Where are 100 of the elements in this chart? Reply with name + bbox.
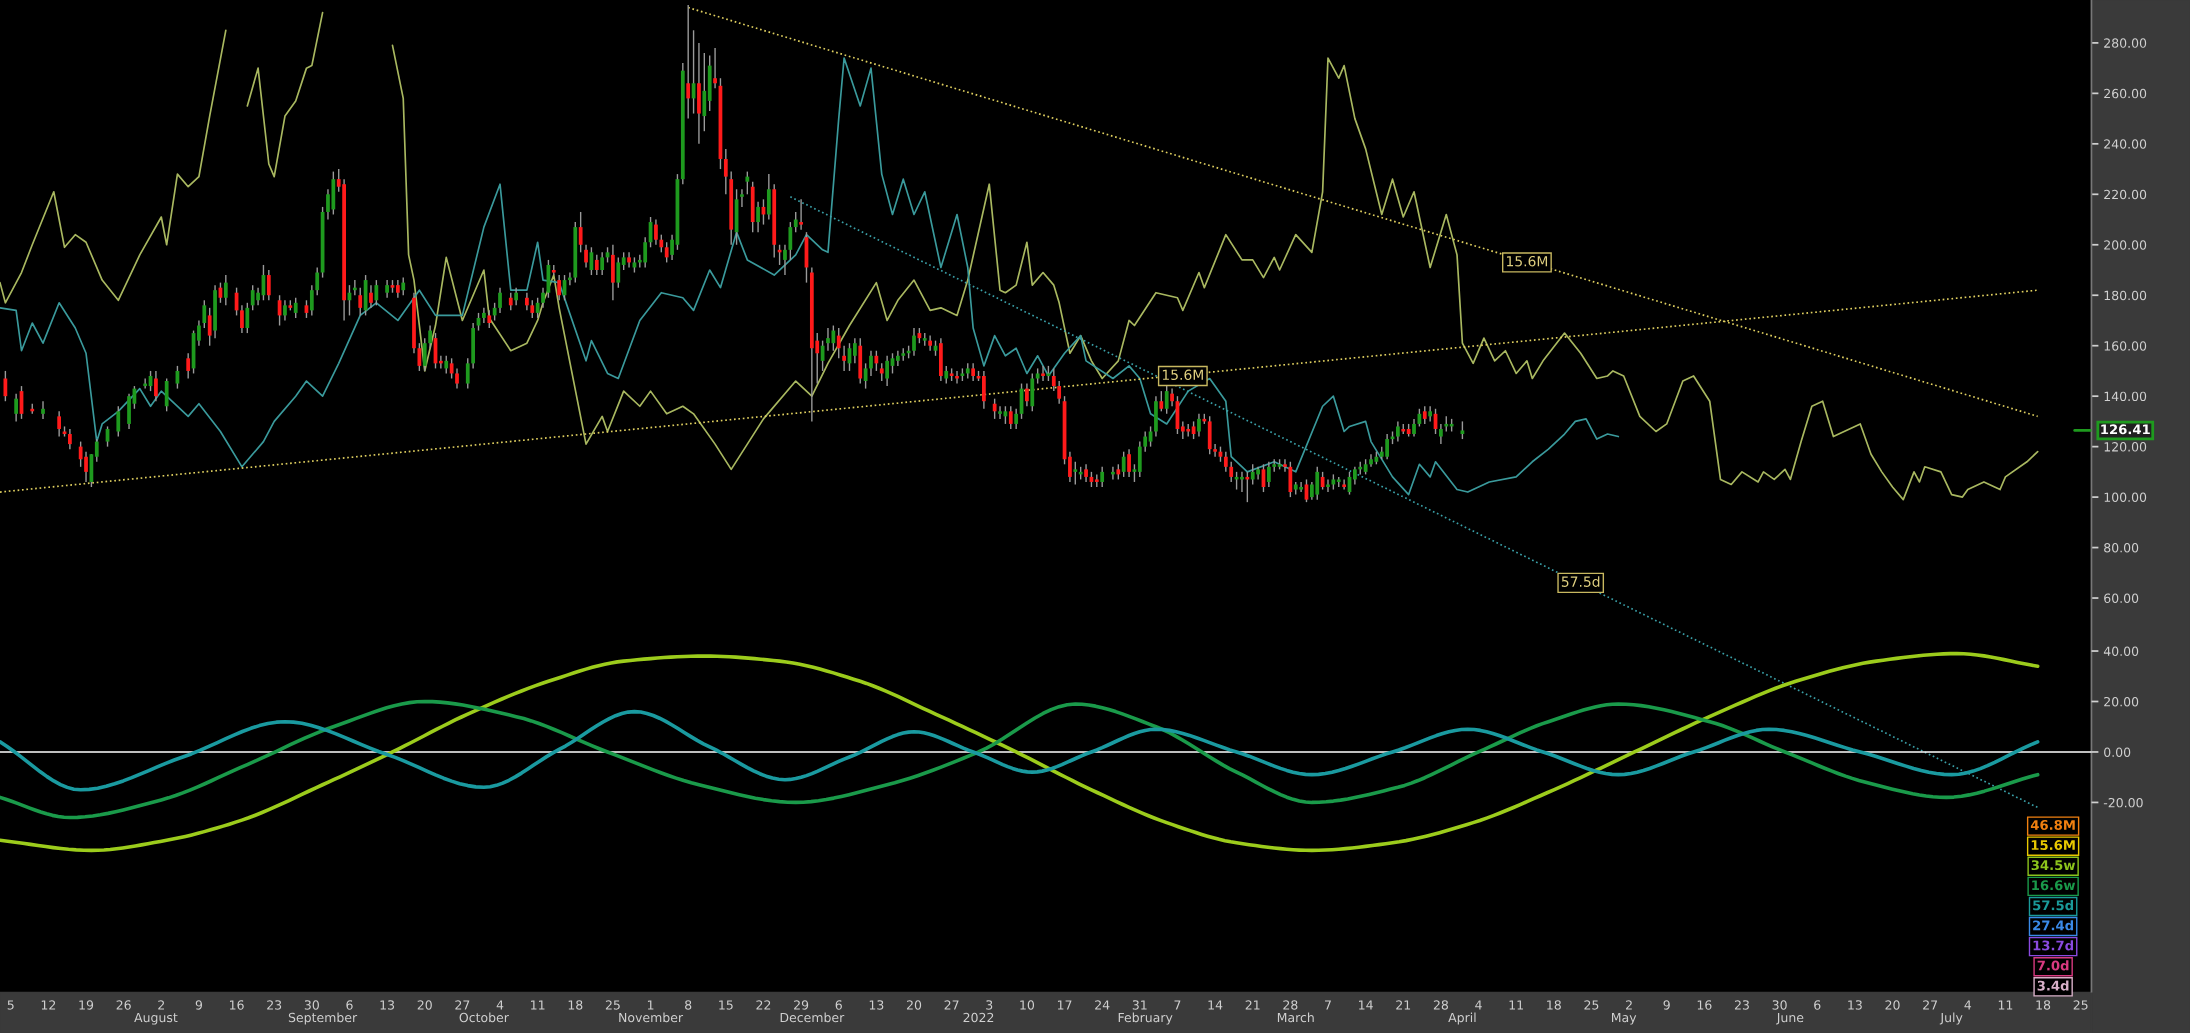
x-tick-label: 16 bbox=[229, 1000, 244, 1010]
candlestick bbox=[654, 218, 658, 246]
candlestick bbox=[1143, 430, 1148, 453]
candlestick bbox=[1283, 458, 1287, 473]
candlestick bbox=[1073, 461, 1078, 486]
x-tick-label: 23 bbox=[267, 1000, 282, 1010]
x-tick-label: 23 bbox=[1734, 1000, 1749, 1010]
x-tick-label: 21 bbox=[1245, 1000, 1260, 1010]
x2-tick-label: June bbox=[1776, 1012, 1804, 1025]
candlestick bbox=[41, 400, 45, 420]
y-tick-label: 40.00 bbox=[2103, 646, 2139, 656]
y-tick-label: 100.00 bbox=[2104, 492, 2147, 503]
x-tick-label: 13 bbox=[869, 1000, 884, 1010]
x-tick-label: 12 bbox=[41, 1000, 56, 1010]
candlestick bbox=[1342, 478, 1346, 491]
y-tick-label: 200.00 bbox=[2104, 240, 2147, 250]
candlestick bbox=[68, 428, 72, 450]
candlestick bbox=[627, 251, 631, 269]
candlestick bbox=[723, 148, 728, 195]
x-tick-label: 9 bbox=[195, 1000, 203, 1010]
candlestick bbox=[756, 201, 760, 233]
candlestick bbox=[116, 405, 121, 438]
candlestick bbox=[465, 357, 470, 390]
candlestick bbox=[799, 198, 803, 231]
candlestick bbox=[207, 307, 212, 347]
candlestick bbox=[852, 337, 857, 365]
y-tick-label: 280.00 bbox=[2104, 38, 2147, 48]
candlestick bbox=[578, 211, 583, 254]
candlestick bbox=[309, 284, 314, 317]
annotation: 13.7d bbox=[2033, 940, 2074, 951]
x-tick-label: 11 bbox=[1998, 1000, 2013, 1010]
candlestick bbox=[358, 286, 363, 317]
annotation: 57.5d bbox=[1561, 576, 1600, 587]
candlestick bbox=[928, 334, 933, 352]
x-tick-label: 27 bbox=[1923, 1000, 1938, 1010]
x-tick-label: 30 bbox=[1772, 1000, 1787, 1010]
x-tick-label: 13 bbox=[380, 1000, 395, 1010]
x2-tick-label: April bbox=[1448, 1012, 1476, 1025]
x-tick-label: 3 bbox=[986, 1000, 993, 1010]
candlestick bbox=[557, 274, 562, 301]
candlestick bbox=[1068, 450, 1072, 483]
x-tick-label: 25 bbox=[2073, 1000, 2088, 1010]
candlestick bbox=[793, 211, 798, 233]
x-tick-label: 25 bbox=[605, 1000, 620, 1010]
candlestick bbox=[874, 350, 879, 372]
candlestick bbox=[283, 299, 287, 322]
annotation: 34.5w bbox=[2031, 860, 2076, 871]
candlestick bbox=[740, 188, 744, 208]
candlestick bbox=[895, 350, 900, 367]
x-tick-label: 1 bbox=[647, 1000, 654, 1010]
x-tick-label: 26 bbox=[116, 1000, 131, 1010]
x2-tick-label: December bbox=[780, 1012, 845, 1023]
x-tick-label: 29 bbox=[794, 1000, 809, 1010]
candlestick bbox=[94, 438, 99, 463]
candlestick bbox=[154, 370, 158, 402]
candlestick bbox=[1223, 450, 1228, 473]
x-tick-label: 6 bbox=[1814, 1000, 1821, 1010]
candlestick bbox=[197, 319, 201, 347]
candlestick bbox=[745, 170, 750, 195]
candlestick bbox=[885, 355, 889, 387]
candlestick bbox=[1229, 461, 1234, 483]
x-tick-label: 20 bbox=[417, 1000, 432, 1010]
candlestick bbox=[686, 4, 691, 120]
candlestick bbox=[600, 251, 605, 276]
y-tick-label: 0.00 bbox=[2104, 747, 2131, 757]
candlestick bbox=[57, 410, 62, 438]
x-tick-label: 13 bbox=[1848, 1000, 1862, 1010]
x-tick-label: 28 bbox=[1433, 1000, 1448, 1010]
x-tick-label: 24 bbox=[1095, 1000, 1110, 1010]
candlestick bbox=[223, 274, 228, 307]
x-tick-label: 14 bbox=[1359, 1000, 1373, 1010]
y-tick-label: 240.00 bbox=[2104, 139, 2147, 149]
x2-tick-label: May bbox=[1612, 1012, 1637, 1025]
x-tick-label: 8 bbox=[685, 1000, 692, 1010]
annotation: 57.5d bbox=[2033, 900, 2074, 911]
x-tick-label: 19 bbox=[79, 1000, 94, 1010]
candlestick bbox=[1041, 365, 1045, 382]
candlestick bbox=[1197, 413, 1201, 438]
annotation: 16.6w bbox=[2032, 880, 2076, 891]
x-tick-label: 17 bbox=[1057, 1000, 1072, 1010]
candlestick bbox=[912, 327, 916, 357]
x-tick-label: 18 bbox=[2036, 1000, 2051, 1010]
x2-tick-label: March bbox=[1277, 1012, 1314, 1023]
ref-line-label: 126.41 bbox=[2101, 424, 2150, 435]
x-tick-label: 22 bbox=[756, 1000, 771, 1010]
y-tick-label: 20.00 bbox=[2104, 696, 2139, 707]
candlestick bbox=[1025, 382, 1029, 407]
candlestick bbox=[842, 345, 846, 372]
y-tick-label: 160.00 bbox=[2104, 341, 2147, 351]
x-tick-label: 31 bbox=[1132, 1000, 1147, 1010]
candlestick bbox=[422, 337, 427, 372]
annotation: 27.4d bbox=[2033, 920, 2074, 931]
candlestick bbox=[783, 244, 787, 276]
x-tick-label: 11 bbox=[1509, 1000, 1523, 1010]
x-tick-label: 2 bbox=[1626, 1000, 1632, 1010]
x-tick-label: 16 bbox=[1697, 1000, 1712, 1010]
candlestick bbox=[374, 279, 379, 307]
x-tick-label: 2 bbox=[158, 1000, 165, 1010]
x-tick-label: 9 bbox=[1663, 1000, 1670, 1010]
x2-tick-label: February bbox=[1118, 1012, 1173, 1025]
